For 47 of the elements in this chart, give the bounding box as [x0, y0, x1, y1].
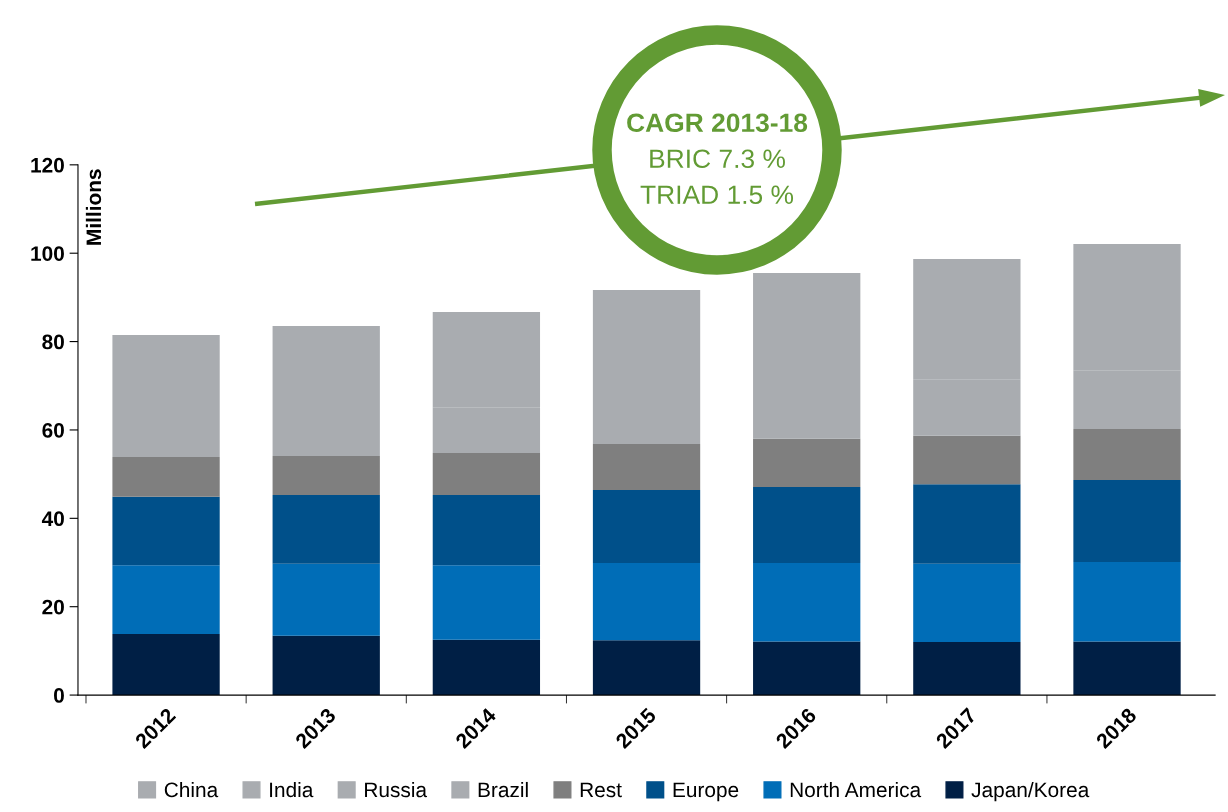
annotation: TRIAD 1.5 %: [640, 185, 794, 205]
legend-label: North America: [790, 781, 922, 798]
bar: [1073, 429, 1181, 480]
bar: [592, 562, 701, 641]
bar: [272, 563, 380, 636]
legend-label: Japan/Korea: [971, 781, 1090, 802]
bar: [753, 438, 861, 487]
bar: [913, 435, 1021, 485]
y-tick-label: 120: [31, 157, 64, 173]
y-axis-title: Millions: [85, 169, 102, 245]
bar: [913, 484, 1021, 564]
y-tick-label: 40: [41, 511, 64, 527]
bar: [432, 565, 541, 640]
bar: [432, 452, 541, 495]
bar: [592, 490, 701, 563]
bar: [432, 494, 541, 566]
bar: [112, 496, 220, 566]
text: CAGR 2013-18: [627, 113, 808, 133]
bar: [1073, 479, 1181, 563]
bar: [913, 642, 1021, 696]
legend-label: India: [270, 781, 314, 798]
y-tick-label: 80: [42, 334, 64, 350]
bar: [753, 562, 861, 642]
legend-label: Rest: [580, 782, 622, 798]
annotation: BRIC 7.3 %: [650, 149, 785, 169]
bar: [913, 563, 1021, 643]
bar: [432, 639, 541, 696]
legend-label: Brazil: [478, 781, 528, 798]
bar: [112, 634, 220, 696]
legend-label: Russia: [365, 781, 428, 798]
bar: [592, 444, 701, 491]
bar: [112, 565, 220, 635]
bar: [272, 494, 380, 564]
bar: [272, 456, 380, 495]
bar: [272, 635, 380, 696]
legend-label: Europe: [673, 782, 739, 802]
bar: [1073, 562, 1181, 642]
y-tick-label: 20: [42, 599, 64, 615]
bar: [753, 486, 861, 563]
y-tick-label: 100: [31, 246, 64, 261]
bar: [753, 641, 861, 696]
y-tick-label: 60: [42, 422, 64, 438]
legend-label: China: [164, 781, 219, 798]
bar: [1073, 641, 1181, 696]
y-tick-label: 0: [54, 688, 64, 703]
bar: [112, 456, 220, 497]
bar: [592, 640, 701, 696]
